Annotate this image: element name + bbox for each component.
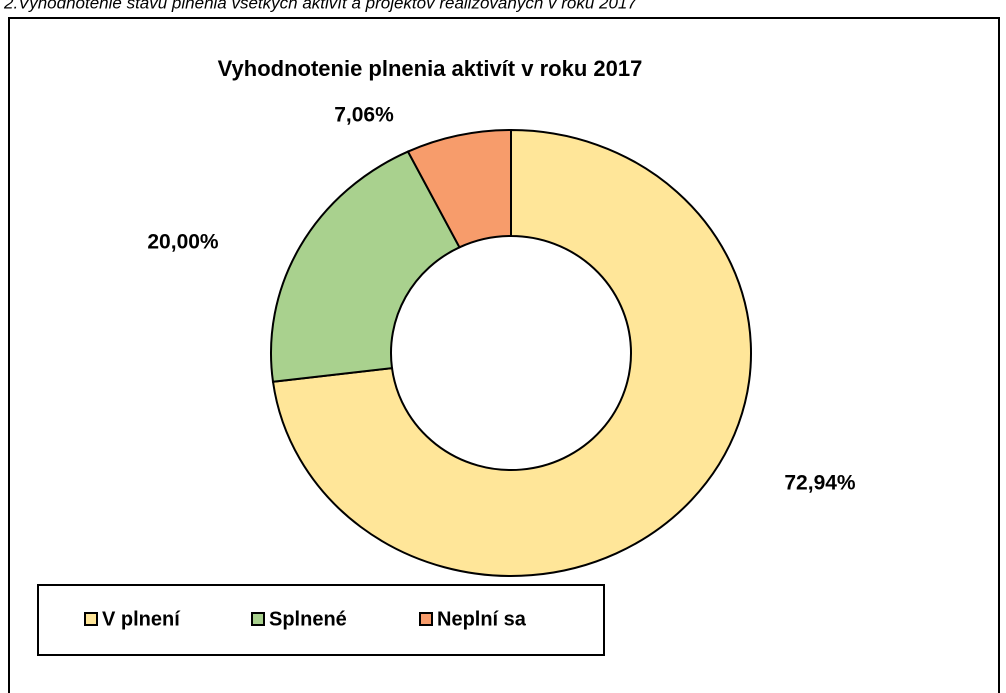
caption: 2.Vyhodnotenie stavu plnenia všetkých ak…: [3, 0, 637, 12]
legend-label: Neplní sa: [437, 608, 527, 630]
legend-swatch: [251, 612, 265, 626]
legend-label: Splnené: [269, 608, 347, 630]
donut-slice: [406, 128, 512, 249]
legend-label: V plnení: [102, 608, 181, 630]
chart-title: Vyhodnotenie plnenia aktivít v roku 2017: [218, 56, 643, 81]
data-label: 20,00%: [147, 231, 219, 254]
legend-box: [37, 584, 605, 656]
data-label: 7,06%: [334, 104, 394, 127]
donut-slice: [270, 150, 461, 383]
legend-swatch: [84, 612, 98, 626]
data-label: 72,94%: [784, 472, 856, 495]
donut-slice: [271, 128, 752, 577]
legend-swatch: [419, 612, 433, 626]
